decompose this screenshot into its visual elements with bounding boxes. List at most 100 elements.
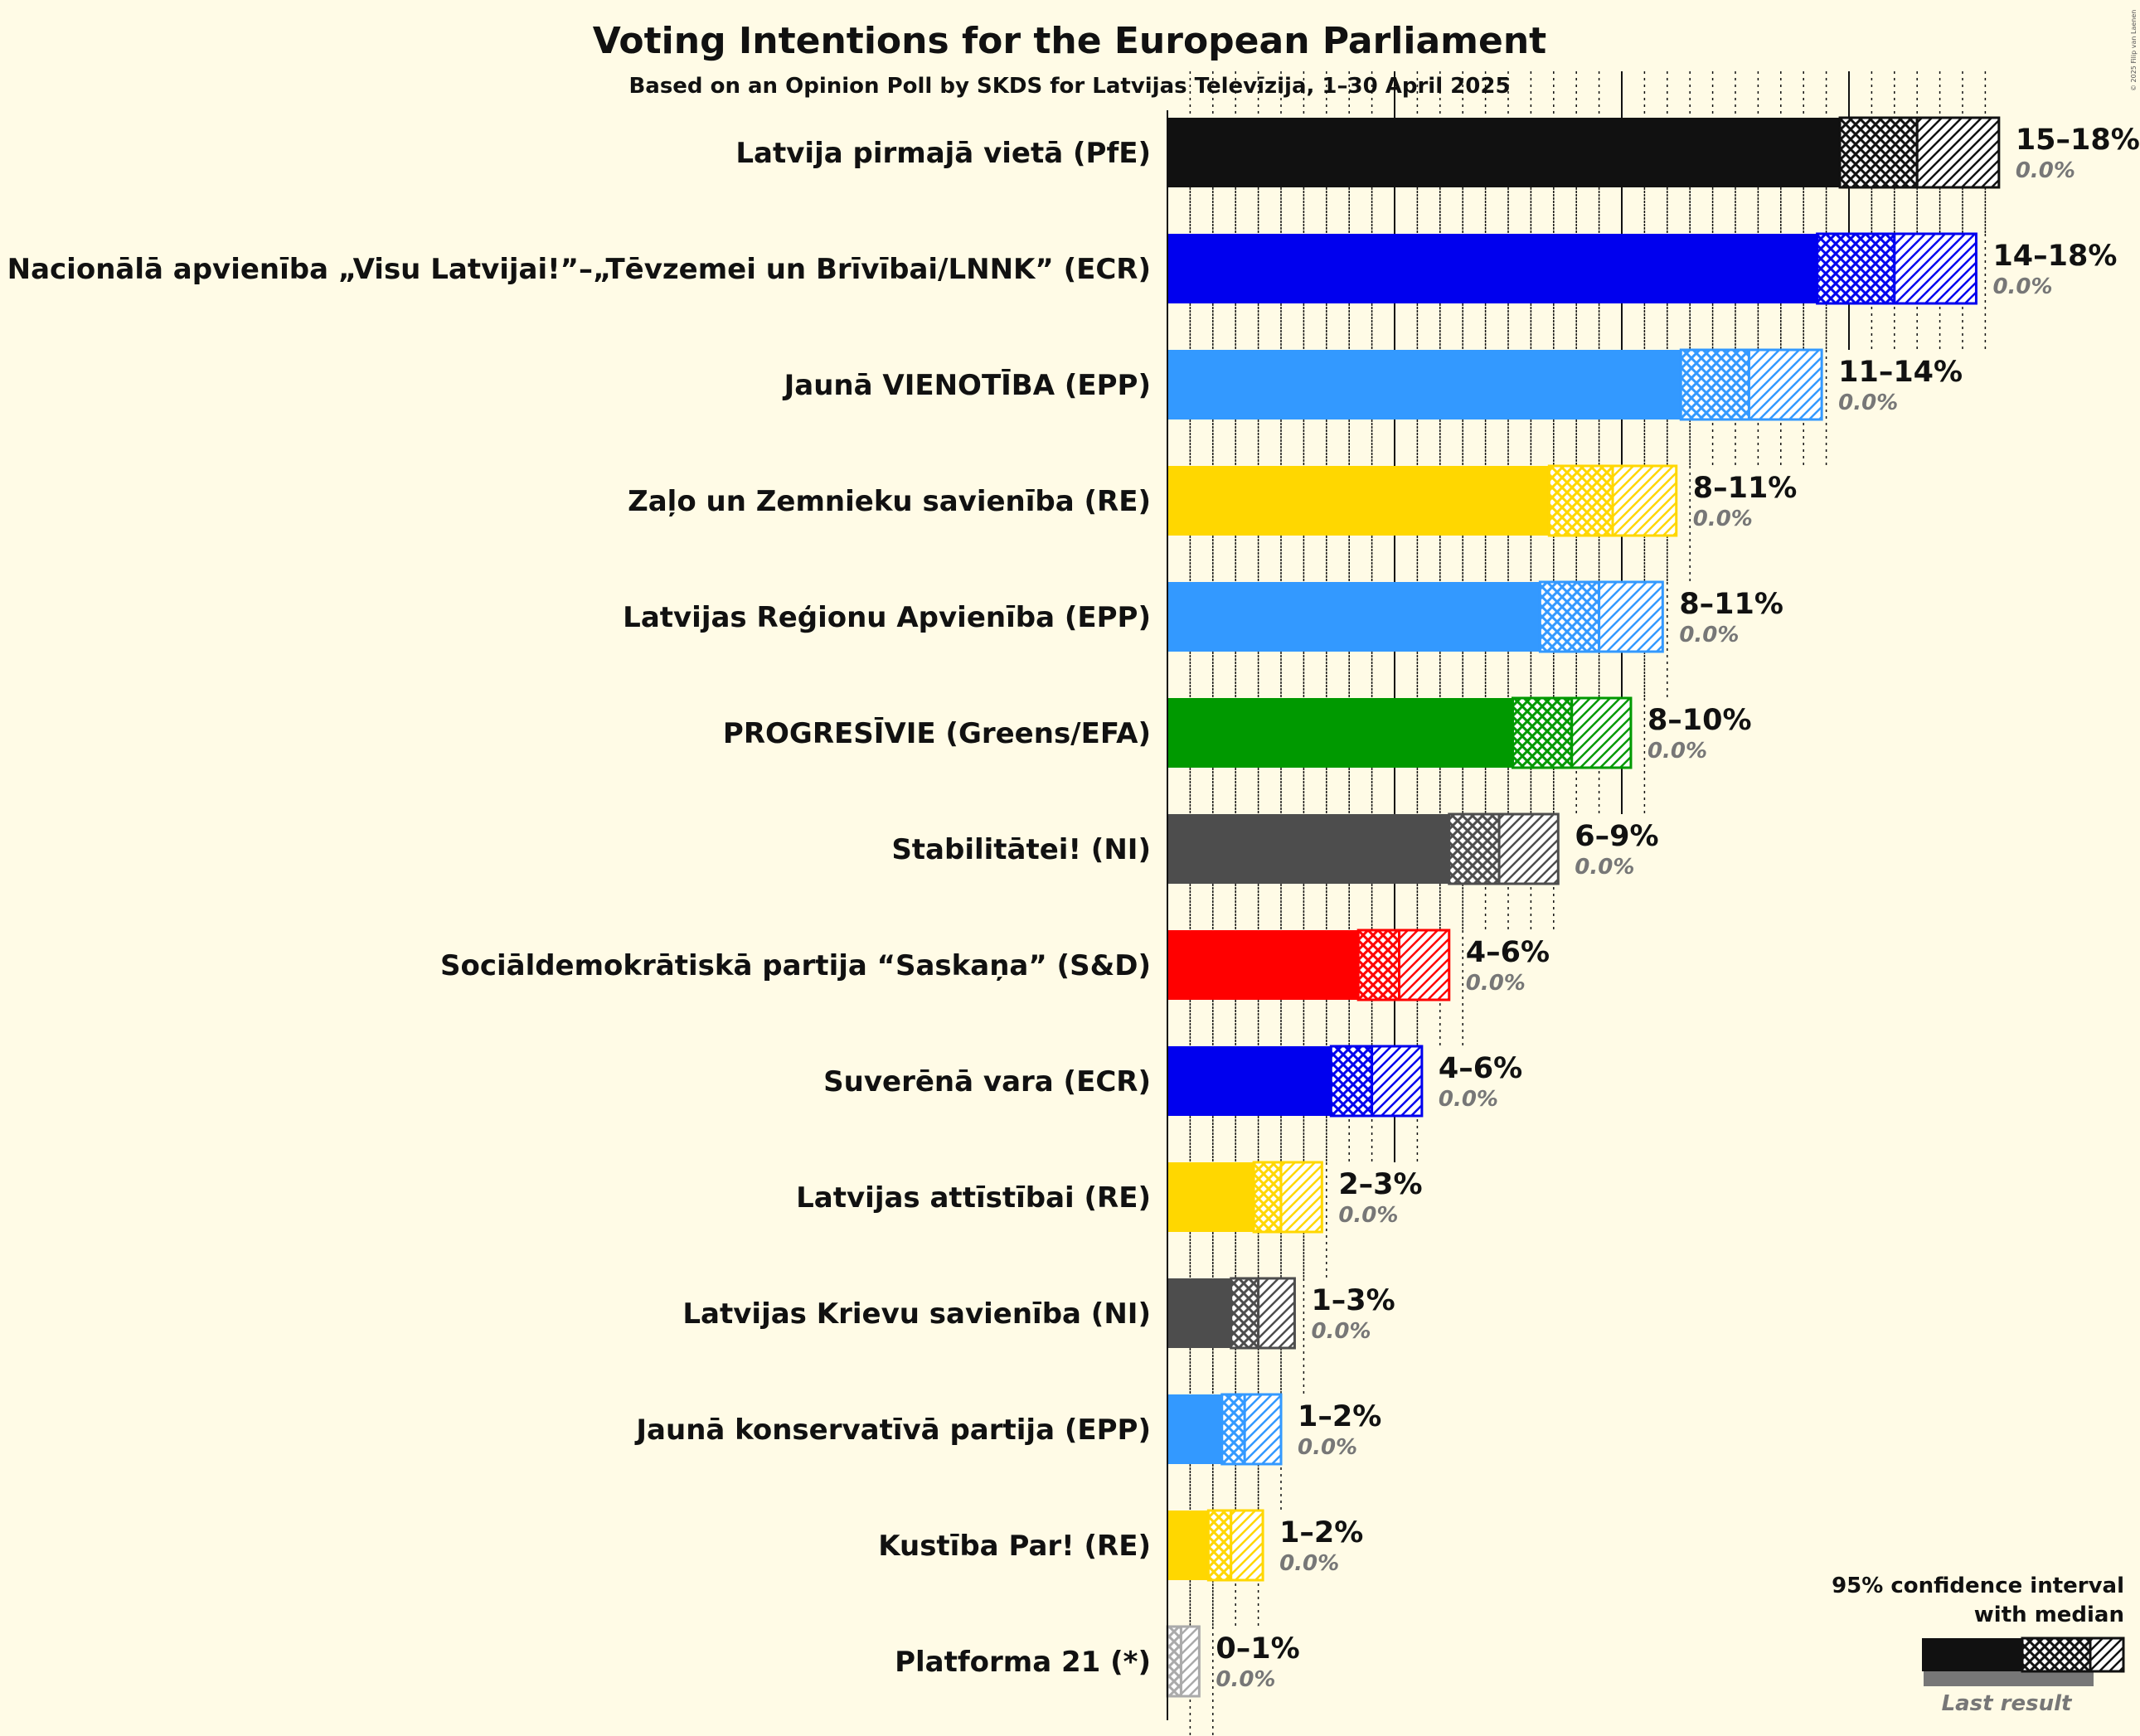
last-result-label: 0.0% [1693,507,1753,531]
party-label: Nacionālā apvienība „Visu Latvijai!”–„Tē… [7,253,1151,286]
last-result-label: 0.0% [1838,390,1898,415]
bar-ci-lower [1220,1393,1246,1466]
legend-diagonal-hatch [2089,1637,2125,1673]
bar-ci-lower [1329,1045,1374,1118]
party-row: Platforma 21 (*) 0–1%0.0% [895,1625,1300,1698]
party-row: Zaļo un Zemnieku savienība (RE) 8–11%0.0% [628,464,1798,537]
bar-ci-upper [1179,1625,1201,1698]
party-row: Suverēnā vara (ECR) 4–6%0.0% [823,1045,1522,1118]
party-row: Latvijas Reģionu Apvienība (EPP) 8–11%0.0… [623,580,1783,653]
last-result-label: 0.0% [1466,971,1526,996]
legend-line-2: with median [1974,1603,2124,1627]
range-label: 1–2% [1279,1516,1363,1549]
bar-ci-lower [1230,1277,1260,1350]
copyright-text: © 2025 Filip van Laenen [2130,10,2138,91]
last-result-label: 0.0% [1338,1203,1398,1228]
range-label: 14–18% [1992,240,2117,273]
bar-ci-lower [1206,1509,1233,1582]
range-label: 11–14% [1838,356,1963,389]
legend-last-result-label: Last result [1942,1691,2073,1716]
party-label: Latvijas Reģionu Apvienība (EPP) [623,601,1151,634]
bar-solid [1167,582,1541,652]
last-result-label: 0.0% [1679,623,1739,647]
bar-solid [1167,234,1817,303]
range-label: 15–18% [2016,124,2140,157]
legend-cross-hatch [2021,1637,2092,1673]
party-label: Kustība Par! (RE) [878,1530,1151,1563]
bar-ci-upper [1598,580,1664,653]
bar-solid [1167,1511,1209,1580]
party-row: Stabilitātei! (NI) 6–9%0.0% [891,812,1659,885]
bar-solid [1167,1046,1332,1116]
bar-ci-lower [1838,116,1919,189]
party-label: Platforma 21 (*) [895,1646,1151,1679]
bar-ci-lower [1679,348,1750,421]
last-result-label: 0.0% [1279,1551,1339,1576]
bar-solid [1167,118,1841,187]
last-result-label: 0.0% [2016,158,2075,183]
last-result-label: 0.0% [1216,1667,1275,1692]
party-label: Sociāldemokrātiskā partija “Saskaņa” (S&… [440,949,1151,982]
range-label: 8–11% [1693,472,1798,505]
last-result-label: 0.0% [1992,274,2052,299]
range-label: 6–9% [1575,820,1658,853]
bar-ci-upper [1243,1393,1283,1466]
bar-ci-upper [1257,1277,1296,1350]
party-row: Jaunā VIENOTĪBA (EPP) 11–14%0.0% [783,348,1963,421]
bar-ci-lower [1547,464,1614,537]
bar-ci-upper [1915,116,2001,189]
range-label: 1–2% [1298,1400,1381,1433]
bar-ci-upper [1893,232,1977,305]
last-result-label: 0.0% [1298,1435,1357,1460]
bar-ci-upper [1371,1045,1424,1118]
party-rows: Latvija pirmajā vietā (PfE) 15–18%0.0%Nac… [7,116,2140,1698]
party-row: PROGRESĪVIE (Greens/EFA) 8–10%0.0% [723,696,1752,769]
bar-solid [1167,1394,1222,1464]
last-result-label: 0.0% [1575,855,1634,880]
party-row: Jaunā konservatīvā partija (EPP) 1–2%0.0% [634,1393,1381,1466]
bar-solid [1167,814,1449,884]
party-row: Kustība Par! (RE) 1–2%0.0% [878,1509,1363,1582]
party-label: Suverēnā vara (ECR) [823,1065,1151,1098]
party-label: Jaunā konservatīvā partija (EPP) [634,1414,1151,1447]
chart-subtitle: Based on an Opinion Poll by SKDS for Lat… [628,74,1510,99]
bar-solid [1167,698,1513,768]
bar-ci-lower [1356,929,1400,1001]
legend-solid-bar [1922,1638,2022,1671]
party-label: Jaunā VIENOTĪBA (EPP) [783,369,1151,402]
bar-ci-lower [1511,696,1574,769]
range-label: 1–3% [1311,1284,1395,1317]
bar-ci-lower [1816,232,1896,305]
range-label: 4–6% [1466,936,1550,969]
bar-ci-upper [1230,1509,1264,1582]
legend-last-result-bar [1924,1670,2094,1686]
bar-ci-upper [1611,464,1678,537]
range-label: 0–1% [1216,1632,1299,1666]
chart-title: Voting Intentions for the European Parli… [593,20,1546,62]
bar-ci-lower [1448,812,1501,885]
legend: 95% confidence interval with median Last… [1832,1574,2125,1716]
party-row: Nacionālā apvienība „Visu Latvijai!”–„Tē… [7,232,2117,305]
bar-ci-upper [1279,1161,1323,1234]
bar-ci-lower [1538,580,1601,653]
party-label: PROGRESĪVIE (Greens/EFA) [723,717,1151,750]
bar-ci-upper [1747,348,1823,421]
party-row: Latvijas Krievu savienība (NI) 1–3%0.0% [682,1277,1395,1350]
party-label: Zaļo un Zemnieku savienība (RE) [628,485,1151,518]
last-result-label: 0.0% [1311,1319,1371,1344]
party-label: Latvija pirmajā vietā (PfE) [735,137,1151,170]
bar-solid [1167,466,1550,536]
party-label: Stabilitātei! (NI) [891,833,1151,866]
bar-ci-upper [1397,929,1451,1001]
bar-solid [1167,930,1359,1000]
last-result-label: 0.0% [1647,739,1707,764]
bar-ci-upper [1570,696,1633,769]
party-row: Latvija pirmajā vietā (PfE) 15–18%0.0% [735,116,2140,189]
range-label: 2–3% [1338,1168,1422,1201]
grid [1189,71,1987,1736]
party-row: Latvijas attīstībai (RE) 2–3%0.0% [796,1161,1423,1234]
last-result-label: 0.0% [1439,1087,1498,1112]
range-label: 8–10% [1647,704,1752,737]
legend-line-1: 95% confidence interval [1832,1574,2124,1598]
